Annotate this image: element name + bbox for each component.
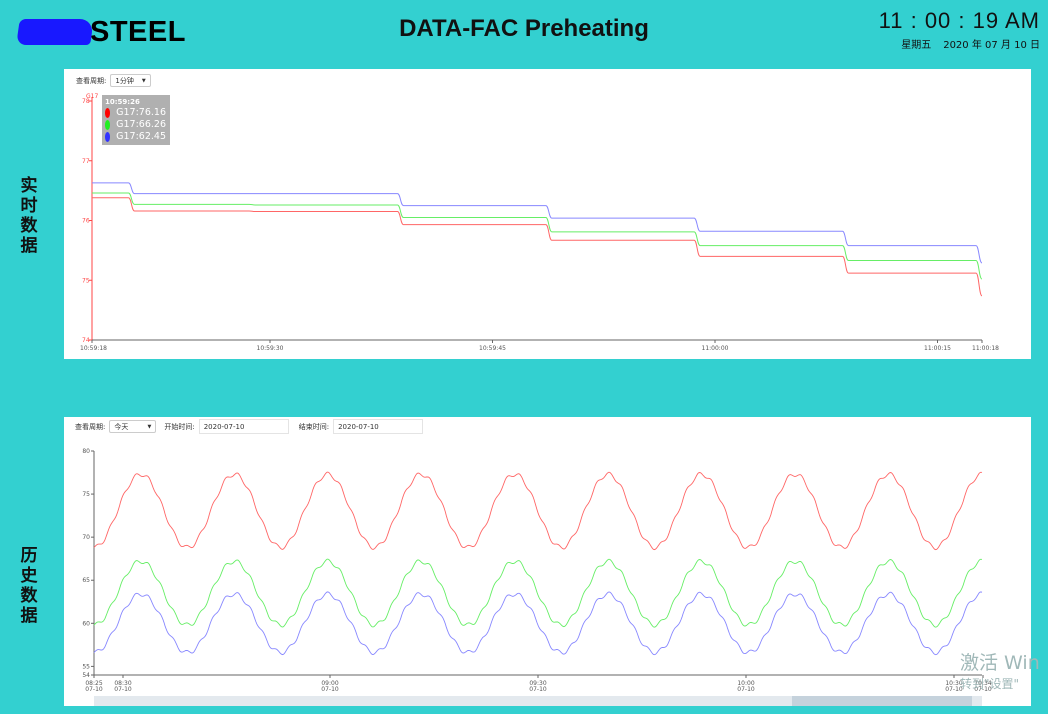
period-label: 查看周期: — [75, 422, 106, 431]
x-tick-label: 10:30 — [945, 680, 962, 687]
series-dot-icon — [105, 119, 111, 130]
x-tick-label: 10:00 — [737, 680, 754, 687]
x-tick-date: 07-10 — [737, 686, 755, 693]
clock-date: 星期五 2020 年 07 月 10 日 — [879, 36, 1040, 51]
y-tick-label: 75 — [82, 491, 90, 498]
x-tick-label: 08:25 — [85, 680, 102, 687]
logo-text: STEEL — [90, 15, 186, 48]
tooltip-value: G17:76.16 — [116, 107, 166, 118]
y-tick-label: 77 — [82, 158, 90, 165]
y-tick-label: 80 — [82, 448, 90, 455]
x-tick-label: 09:00 — [321, 680, 338, 687]
end-time-label: 结束时间: — [298, 422, 330, 431]
history-chart-panel: 54 55 60 65 70 75 80 08:25 07-10 08:30 07-10 09:00 0… — [64, 417, 1031, 706]
clock-date-text: 2020 年 07 月 10 日 — [943, 40, 1040, 51]
data-series-line — [93, 558, 983, 628]
x-tick-label: 11:00:15 — [924, 345, 951, 352]
data-series-line — [92, 182, 983, 264]
y-tick-label: 76 — [82, 218, 90, 225]
dropdown-arrow-icon: ▼ — [141, 77, 146, 84]
tooltip-row: G17:76.16 — [105, 107, 166, 118]
y-tick-label: 74 — [82, 337, 90, 344]
period-label: 查看周期: — [76, 76, 107, 85]
realtime-section-label: 实时数据 — [20, 176, 38, 256]
dropdown-arrow-icon: ▼ — [147, 423, 152, 430]
series-dot-icon — [105, 131, 111, 142]
x-tick-label: 11:00:18 — [972, 345, 999, 352]
start-time-input[interactable]: 2020-07-10 — [198, 419, 289, 434]
y-tick-label: 70 — [82, 534, 90, 541]
tooltip-row: G17:66.26 — [105, 119, 166, 130]
x-tick-label: 09:30 — [529, 680, 546, 687]
history-section-label: 历史数据 — [20, 546, 38, 626]
history-line-chart: 5455606570758008:2507-1008:3007-1009:000… — [82, 448, 992, 706]
tooltip-row: G17:62.45 — [105, 131, 166, 142]
tooltip-time: 10:59:26 — [105, 98, 140, 106]
y-tick-label: 78 — [82, 98, 90, 105]
realtime-line-chart: G17 74 75 76 77 78 10:59:18 10:59:30 10:59:45 11:… — [80, 93, 999, 352]
x-tick-label: 08:30 — [114, 680, 131, 687]
y-tick-label: 65 — [82, 577, 90, 584]
data-series-line — [92, 192, 983, 280]
start-time-label: 开始时间: — [164, 422, 195, 431]
page-title: DATA-FAC Preheating — [399, 15, 649, 42]
x-tick-label: 10:59:45 — [479, 345, 506, 352]
history-controls: 查看周期: 今天 ▼ 开始时间: 2020-07-10 结束时间: 2020-07… — [75, 419, 424, 434]
clock: 11 : 00 : 19 AM 星期五 2020 年 07 月 10 日 — [879, 8, 1040, 51]
series-dot-icon — [105, 107, 111, 118]
history-period-select[interactable]: 今天 ▼ — [109, 420, 157, 433]
tooltip-value: G17:66.26 — [116, 119, 166, 130]
data-zoom-handle — [792, 696, 972, 706]
y-tick-label: 60 — [82, 620, 90, 627]
y-tick-label: 55 — [82, 663, 90, 670]
chart-tooltip: 10:59:26 G17:76.16 G17:66.26 G17:62.45 — [102, 95, 170, 145]
x-tick-date: 07-10 — [529, 686, 547, 693]
realtime-chart-panel: G17 74 75 76 77 78 10:59:18 10:59:30 10:59:45 11:… — [64, 69, 1031, 359]
x-tick-date: 07-10 — [945, 686, 963, 693]
clock-time: 11 : 00 : 19 AM — [878, 8, 1040, 33]
data-series-line — [93, 471, 983, 551]
x-tick-label: 10:59:18 — [80, 345, 107, 352]
activation-watermark-sub: 转到"设置" — [960, 677, 1020, 691]
brand-logo: STEEL — [16, 14, 186, 50]
activation-watermark: 激活 Win — [960, 652, 1040, 674]
end-time-input[interactable]: 2020-07-10 — [333, 419, 424, 434]
data-zoom-track — [94, 696, 982, 706]
y-tick-label: 54 — [82, 672, 90, 679]
x-tick-label: 10:34 — [974, 680, 991, 687]
x-tick-date: 07-10 — [974, 686, 992, 693]
x-tick-date: 07-10 — [85, 686, 103, 693]
tooltip-value: G17:62.45 — [116, 131, 166, 142]
clock-weekday: 星期五 — [901, 40, 932, 51]
period-select-value: 1分钟 — [115, 76, 134, 85]
data-series-line — [93, 591, 983, 656]
x-tick-label: 10:59:30 — [257, 345, 284, 352]
x-tick-label: 11:00:00 — [702, 345, 729, 352]
realtime-period-control: 查看周期: 1分钟 ▼ — [76, 74, 151, 87]
y-axis-name: G17 — [86, 93, 98, 100]
period-select-value: 今天 — [114, 422, 129, 431]
y-tick-label: 75 — [82, 277, 90, 284]
data-series-line — [92, 197, 983, 297]
realtime-period-select[interactable]: 1分钟 ▼ — [110, 74, 151, 87]
x-tick-date: 07-10 — [114, 686, 132, 693]
x-tick-date: 07-10 — [321, 686, 339, 693]
